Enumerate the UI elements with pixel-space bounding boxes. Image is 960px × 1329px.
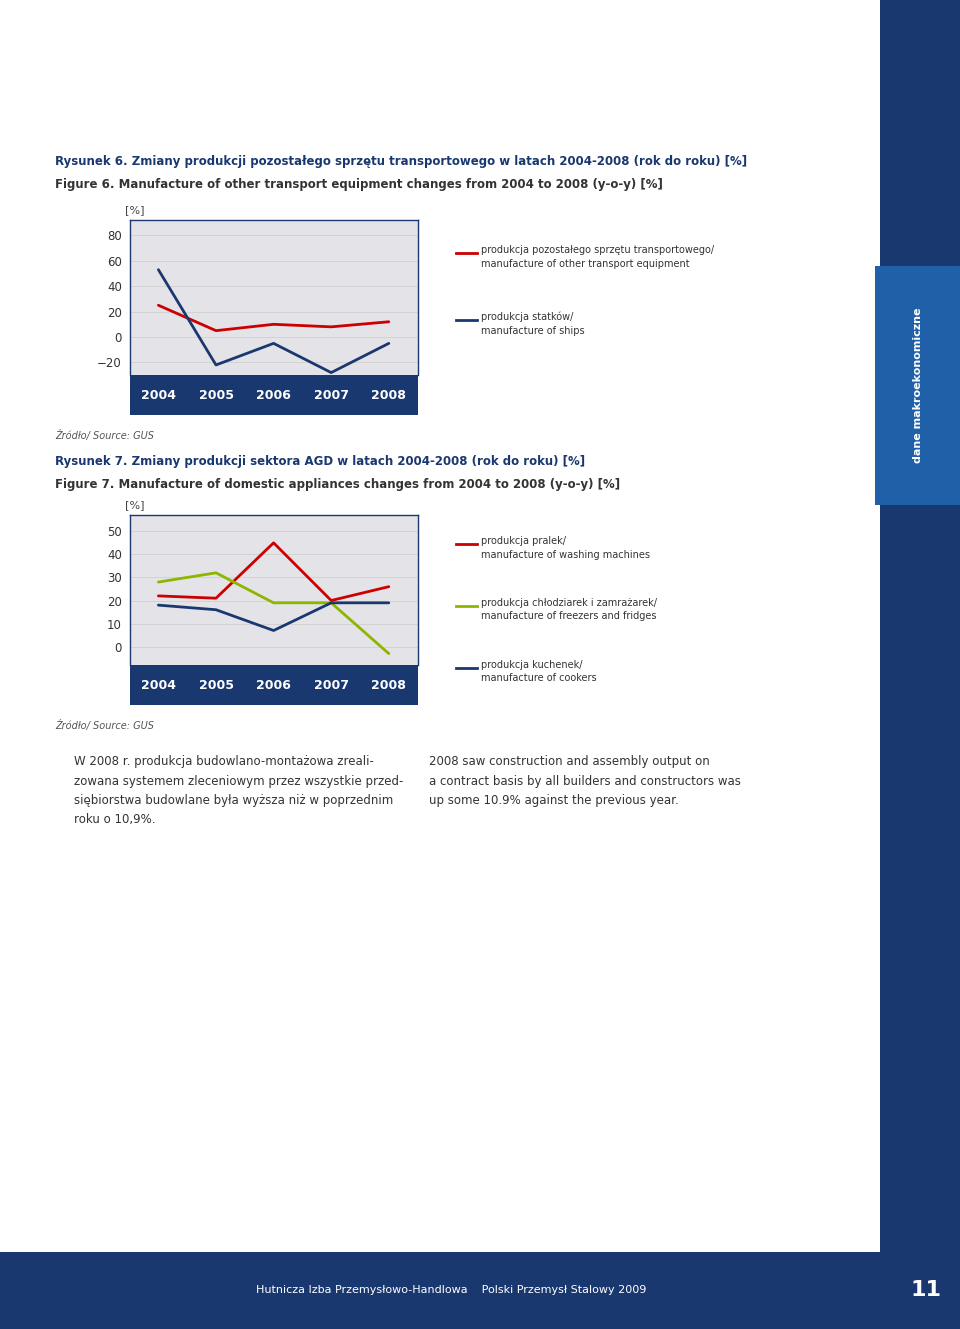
Text: 2004: 2004 bbox=[141, 388, 176, 401]
Text: [%]: [%] bbox=[125, 205, 144, 215]
Text: produkcja chłodziarek i zamrażarek/
manufacture of freezers and fridges: produkcja chłodziarek i zamrażarek/ manu… bbox=[481, 598, 657, 621]
Text: Rysunek 7. Zmiany produkcji sektora AGD w latach 2004-2008 (rok do roku) [%]: Rysunek 7. Zmiany produkcji sektora AGD … bbox=[55, 455, 586, 468]
Text: 2008: 2008 bbox=[372, 388, 406, 401]
Text: Źródło/ Source: GUS: Źródło/ Source: GUS bbox=[55, 431, 154, 441]
Text: produkcja kuchenek/
manufacture of cookers: produkcja kuchenek/ manufacture of cooke… bbox=[481, 661, 596, 683]
Text: 2008: 2008 bbox=[372, 679, 406, 691]
Text: produkcja pralek/
manufacture of washing machines: produkcja pralek/ manufacture of washing… bbox=[481, 537, 650, 560]
Text: 2005: 2005 bbox=[199, 388, 233, 401]
Text: Rysunek 6. Zmiany produkcji pozostałego sprzętu transportowego w latach 2004-200: Rysunek 6. Zmiany produkcji pozostałego … bbox=[55, 155, 747, 167]
Text: 11: 11 bbox=[911, 1280, 942, 1301]
Text: produkcja statków/
manufacture of ships: produkcja statków/ manufacture of ships bbox=[481, 312, 585, 335]
Text: W 2008 r. produkcja budowlano-montażowa zreali-
zowana systemem zleceniowym prze: W 2008 r. produkcja budowlano-montażowa … bbox=[74, 755, 403, 827]
Text: Figure 7. Manufacture of domestic appliances changes from 2004 to 2008 (y-o-y) [: Figure 7. Manufacture of domestic applia… bbox=[55, 478, 620, 490]
Text: 2007: 2007 bbox=[314, 388, 348, 401]
Text: produkcja pozostałego sprzętu transportowego/
manufacture of other transport equ: produkcja pozostałego sprzętu transporto… bbox=[481, 246, 714, 268]
Text: 2006: 2006 bbox=[256, 679, 291, 691]
Text: 2005: 2005 bbox=[199, 679, 233, 691]
Text: Źródło/ Source: GUS: Źródło/ Source: GUS bbox=[55, 720, 154, 731]
Text: [%]: [%] bbox=[125, 500, 144, 510]
Text: 2006: 2006 bbox=[256, 388, 291, 401]
Text: dane makroekonomiczne: dane makroekonomiczne bbox=[913, 307, 923, 464]
Text: Hutnicza Izba Przemysłowo-Handlowa    Polski Przemysł Stalowy 2009: Hutnicza Izba Przemysłowo-Handlowa Polsk… bbox=[256, 1285, 646, 1296]
Text: 2008 saw construction and assembly output on
a contract basis by all builders an: 2008 saw construction and assembly outpu… bbox=[429, 755, 741, 807]
Text: Figure 6. Manufacture of other transport equipment changes from 2004 to 2008 (y-: Figure 6. Manufacture of other transport… bbox=[55, 178, 662, 191]
Text: 2004: 2004 bbox=[141, 679, 176, 691]
Text: 2007: 2007 bbox=[314, 679, 348, 691]
